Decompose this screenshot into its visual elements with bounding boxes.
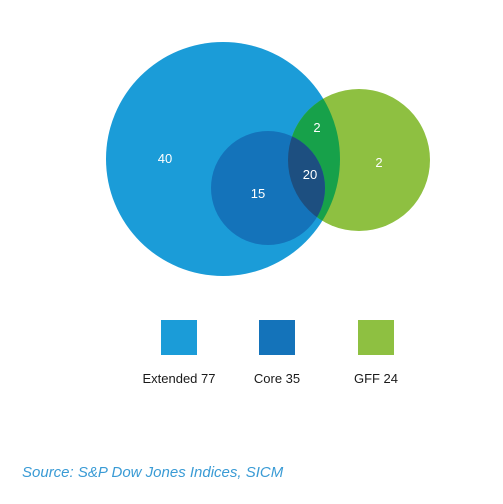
region-label-extended-gff-not-core: 2 <box>313 120 320 135</box>
venn-diagram: 40 15 20 2 2 <box>106 42 430 276</box>
legend-label-core: Core 35 <box>253 371 301 386</box>
source-note: Source: S&P Dow Jones Indices, SICM <box>22 464 284 481</box>
region-label-core-not-gff: 15 <box>251 186 265 201</box>
legend-item-extended: Extended 77 <box>109 320 249 386</box>
legend-swatch-gff <box>358 320 394 355</box>
legend-swatch-extended <box>161 320 197 355</box>
region-label-gff-only: 2 <box>375 155 382 170</box>
legend-swatch-core <box>259 320 295 355</box>
region-label-core-and-gff: 20 <box>303 167 317 182</box>
overlap-core-gff <box>288 131 325 231</box>
legend-label-gff: GFF 24 <box>353 371 399 386</box>
region-label-extended-only: 40 <box>158 151 172 166</box>
legend-label-extended: Extended 77 <box>142 371 216 386</box>
legend-item-gff: GFF 24 <box>306 320 446 386</box>
legend-item-core: Core 35 <box>207 320 347 386</box>
